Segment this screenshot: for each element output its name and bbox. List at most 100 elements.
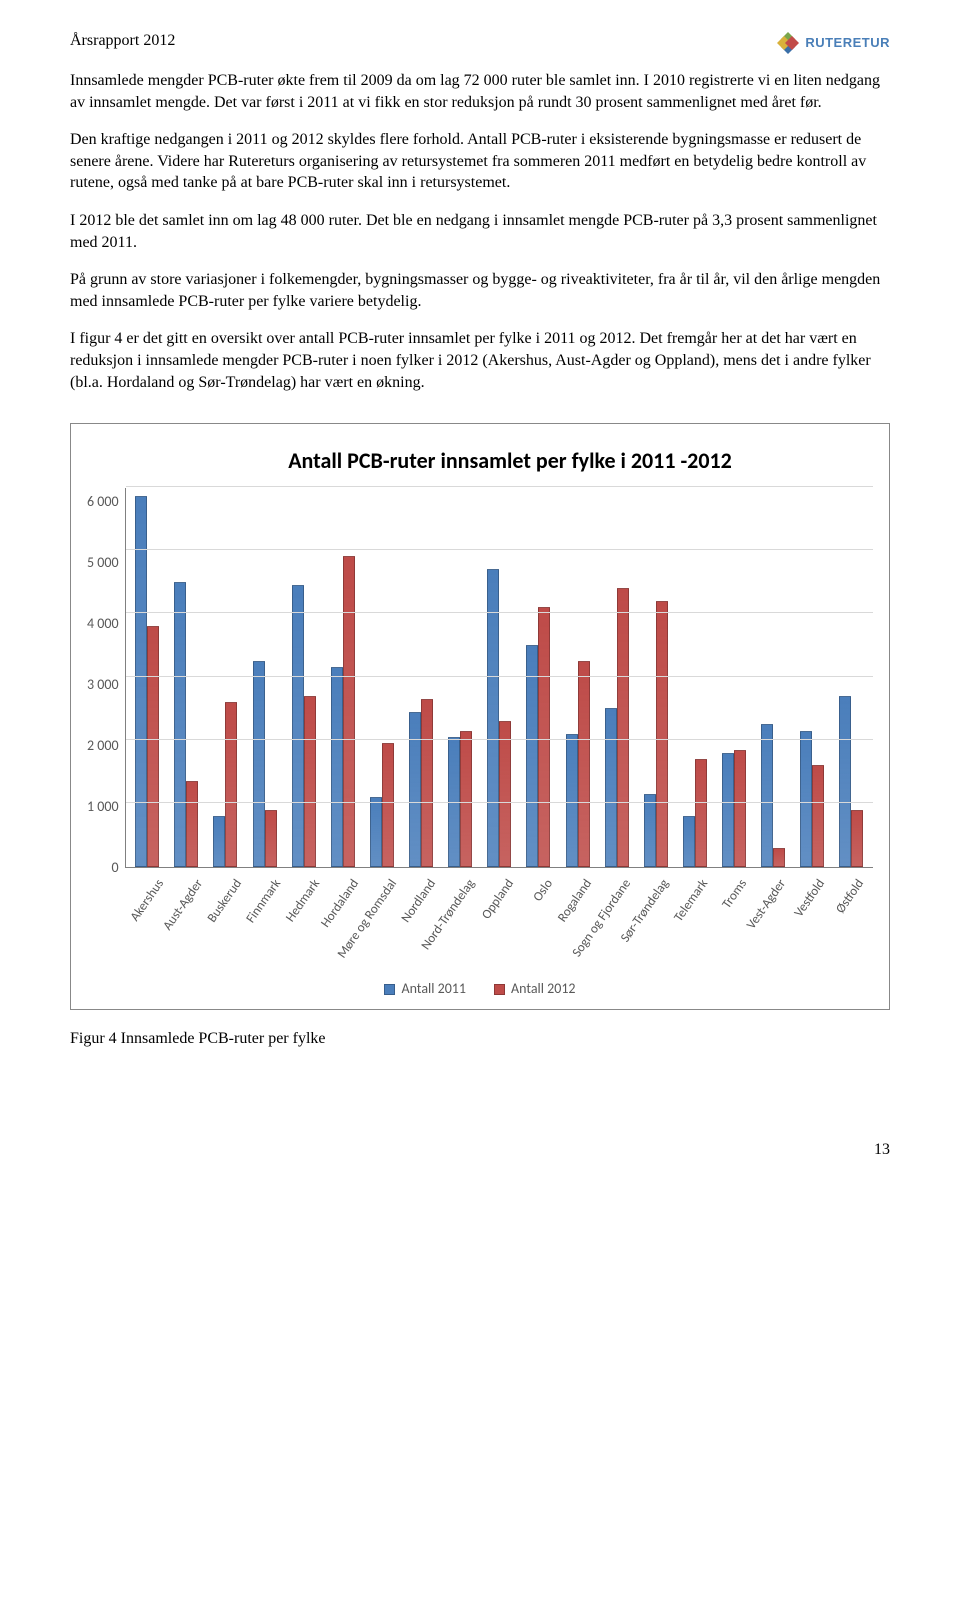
bar <box>734 750 746 867</box>
paragraph-4: På grunn av store variasjoner i folkemen… <box>70 269 890 312</box>
bar <box>487 569 499 867</box>
x-tick-label: Oppland <box>485 868 524 978</box>
bar <box>605 708 617 866</box>
gridline <box>126 802 873 803</box>
paragraph-5: I figur 4 er det gitt en oversikt over a… <box>70 328 890 393</box>
bar-group <box>206 702 245 867</box>
bar-group <box>323 556 362 866</box>
bar-group <box>636 601 675 867</box>
bar <box>253 661 265 867</box>
x-axis: AkershusAust-AgderBuskerudFinnmarkHedmar… <box>135 868 873 978</box>
bar-group <box>441 731 480 867</box>
legend-label: Antall 2011 <box>401 980 466 999</box>
bar <box>304 696 316 867</box>
gridline <box>126 612 873 613</box>
bar <box>566 734 578 867</box>
x-tick-label: Nord-Trøndelag <box>446 868 485 978</box>
ruteretur-logo: RUTERETUR <box>775 30 890 56</box>
bar-group <box>401 699 440 867</box>
page-number: 13 <box>70 1139 890 1161</box>
legend-swatch <box>494 984 505 995</box>
paragraph-1: Innsamlede mengder PCB-ruter økte frem t… <box>70 70 890 113</box>
legend-item: Antall 2011 <box>384 980 466 999</box>
bar <box>812 765 824 866</box>
bar-group <box>832 696 871 867</box>
y-axis: 6 0005 0004 0003 0002 0001 0000 <box>87 488 125 868</box>
bar <box>761 724 773 867</box>
bar-group <box>480 569 519 867</box>
logo-icon <box>775 30 801 56</box>
bar <box>695 759 707 867</box>
bar <box>265 810 277 867</box>
bar <box>578 661 590 867</box>
bar-group <box>793 731 832 867</box>
x-tick-label: Telemark <box>679 868 718 978</box>
paragraph-3: I 2012 ble det samlet inn om lag 48 000 … <box>70 210 890 253</box>
gridline <box>126 549 873 550</box>
y-tick-label: 6 000 <box>87 495 119 509</box>
bar-group <box>754 724 793 867</box>
plot-area <box>125 488 873 868</box>
bar <box>722 753 734 867</box>
bar <box>538 607 550 867</box>
chart-title: Antall PCB-ruter innsamlet per fylke i 2… <box>147 446 873 476</box>
x-tick-label: Møre og Romsdal <box>368 868 407 978</box>
bar-group <box>167 582 206 867</box>
x-tick-label: Oslo <box>523 868 562 978</box>
gridline <box>126 676 873 677</box>
bar-group <box>558 661 597 867</box>
legend-item: Antall 2012 <box>494 980 576 999</box>
bar <box>851 810 863 867</box>
bar <box>174 582 186 867</box>
bar-group <box>714 750 753 867</box>
bar <box>382 743 394 867</box>
y-tick-label: 4 000 <box>87 617 119 631</box>
legend-swatch <box>384 984 395 995</box>
bar <box>135 496 147 867</box>
bar <box>225 702 237 867</box>
bar <box>460 731 472 867</box>
bar <box>186 781 198 867</box>
bar <box>292 585 304 867</box>
bar <box>683 816 695 867</box>
report-title: Årsrapport 2012 <box>70 30 175 52</box>
bar-group <box>597 588 636 867</box>
y-tick-label: 2 000 <box>87 739 119 753</box>
gridline <box>126 486 873 487</box>
bar <box>331 667 343 867</box>
bar <box>526 645 538 867</box>
x-tick-label: Aust-Agder <box>174 868 213 978</box>
bar-group <box>245 661 284 867</box>
page-header: Årsrapport 2012 RUTERETUR <box>70 30 890 56</box>
bar <box>773 848 785 867</box>
chart-plot: 6 0005 0004 0003 0002 0001 0000 <box>87 488 873 868</box>
x-tick-label: Finnmark <box>252 868 291 978</box>
paragraph-2: Den kraftige nedgangen i 2011 og 2012 sk… <box>70 129 890 194</box>
x-tick-label: Vest-Agder <box>757 868 796 978</box>
bar <box>409 712 421 867</box>
bar <box>800 731 812 867</box>
y-tick-label: 5 000 <box>87 556 119 570</box>
y-tick-label: 1 000 <box>87 800 119 814</box>
x-tick-label: Vestfold <box>795 868 834 978</box>
chart-legend: Antall 2011 Antall 2012 <box>87 980 873 999</box>
bar-group <box>362 743 401 867</box>
bar <box>617 588 629 867</box>
bar <box>839 696 851 867</box>
chart-container: Antall PCB-ruter innsamlet per fylke i 2… <box>70 423 890 1010</box>
bar <box>421 699 433 867</box>
bar <box>147 626 159 867</box>
bar-group <box>128 496 167 867</box>
bar-group <box>284 585 323 867</box>
bar <box>644 794 656 867</box>
bars-row <box>126 488 873 867</box>
bar-group <box>675 759 714 867</box>
legend-label: Antall 2012 <box>511 980 576 999</box>
gridline <box>126 739 873 740</box>
bar <box>499 721 511 867</box>
figure-caption: Figur 4 Innsamlede PCB-ruter per fylke <box>70 1028 890 1050</box>
y-tick-label: 0 <box>111 861 118 875</box>
x-tick-label: Buskerud <box>213 868 252 978</box>
bar <box>343 556 355 866</box>
x-tick-label: Sør-Trøndelag <box>640 868 679 978</box>
